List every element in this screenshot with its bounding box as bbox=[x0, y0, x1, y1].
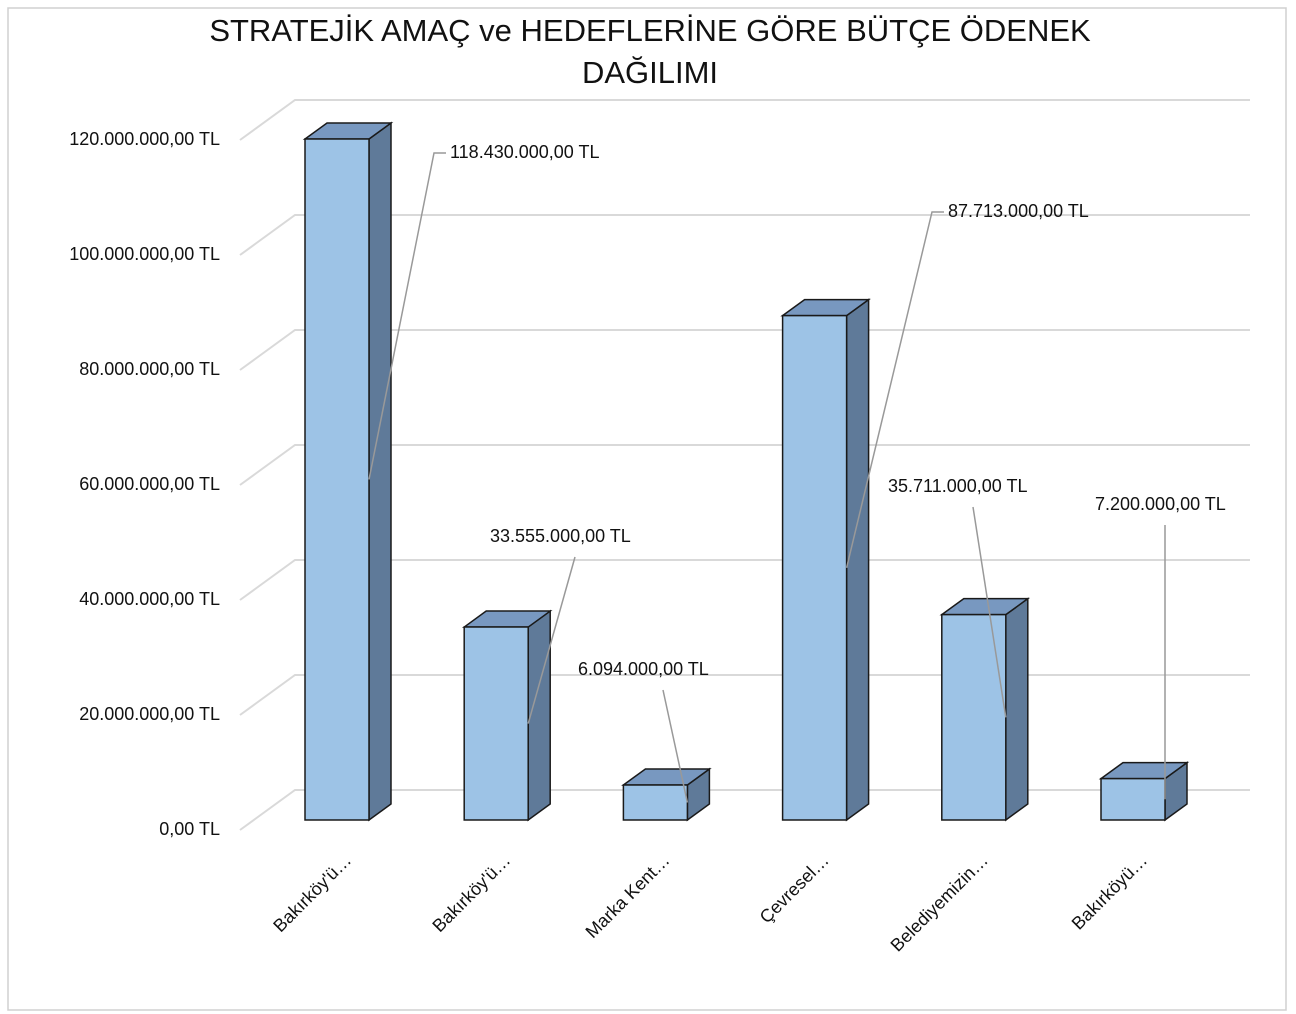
bar bbox=[939, 597, 1031, 822]
leader-line bbox=[368, 152, 446, 480]
leader-line bbox=[845, 211, 944, 569]
data-label: 33.555.000,00 TL bbox=[490, 526, 631, 546]
y-tick-label: 80.000.000,00 TL bbox=[79, 359, 220, 379]
data-label: 6.094.000,00 TL bbox=[578, 659, 709, 679]
bar-face bbox=[622, 784, 689, 821]
bar-face bbox=[845, 298, 870, 822]
data-label: 7.200.000,00 TL bbox=[1095, 494, 1226, 514]
grid-line bbox=[239, 329, 1250, 371]
x-tick-label: Çevresel… bbox=[756, 850, 833, 927]
y-tick-label: 100.000.000,00 TL bbox=[69, 244, 220, 264]
y-tick-label: 40.000.000,00 TL bbox=[79, 589, 220, 609]
bar-face bbox=[304, 138, 370, 821]
grid-line bbox=[239, 789, 1250, 831]
leader-line bbox=[662, 689, 689, 803]
data-label: 87.713.000,00 TL bbox=[948, 201, 1089, 221]
data-label: 35.711.000,00 TL bbox=[888, 476, 1027, 496]
y-tick-label: 120.000.000,00 TL bbox=[69, 129, 220, 149]
bar-face bbox=[1100, 777, 1166, 821]
x-tick-label: Bakırköy'ü… bbox=[269, 850, 355, 936]
chart-frame bbox=[7, 7, 1287, 1011]
chart-title: STRATEJİK AMAÇ ve HEDEFLERİNE GÖRE BÜTÇE… bbox=[209, 13, 1091, 90]
y-tick-label: 0,00 TL bbox=[159, 819, 220, 839]
y-tick-label: 20.000.000,00 TL bbox=[79, 704, 220, 724]
grid-line bbox=[239, 559, 1250, 601]
x-tick-label: Belediyemizin… bbox=[887, 850, 992, 955]
bar bbox=[1098, 761, 1190, 822]
x-tick-label: Marka Kent… bbox=[582, 850, 674, 942]
x-tick-label: Bakırköyü… bbox=[1068, 850, 1151, 933]
leader-line bbox=[527, 556, 576, 724]
grid-line bbox=[239, 674, 1250, 716]
bar-face bbox=[941, 613, 1007, 821]
bar-face bbox=[1005, 597, 1029, 822]
bar-face bbox=[463, 626, 529, 821]
grid-line bbox=[239, 444, 1250, 486]
bar bbox=[461, 609, 553, 822]
y-tick-label: 60.000.000,00 TL bbox=[79, 474, 220, 494]
grid-line bbox=[239, 99, 1250, 141]
bar-face bbox=[368, 121, 392, 822]
bar bbox=[621, 767, 712, 822]
bar-face bbox=[527, 609, 551, 822]
leader-line bbox=[972, 506, 1007, 718]
x-tick-label: Bakırköy'ü… bbox=[428, 850, 514, 936]
bar bbox=[780, 298, 871, 822]
data-label: 118.430.000,00 TL bbox=[450, 142, 599, 162]
bar bbox=[302, 121, 394, 822]
bar-face bbox=[781, 314, 848, 821]
